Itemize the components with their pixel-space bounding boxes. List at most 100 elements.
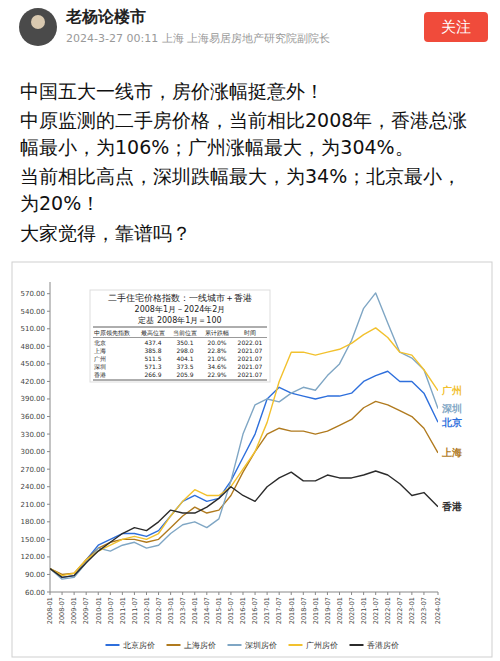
y-tick-label: 60.00 xyxy=(25,589,45,597)
x-tick-label: 2016-01 xyxy=(239,597,247,624)
table-cell: 2021.07 xyxy=(238,371,263,378)
legend-label: 北京房价 xyxy=(123,641,155,650)
legend-swatch xyxy=(228,644,242,646)
table-cell: 2021.07 xyxy=(238,363,263,370)
x-tick-label: 2015-01 xyxy=(215,597,223,624)
y-tick xyxy=(47,434,50,435)
y-tick-label: 510.00 xyxy=(21,325,46,333)
x-tick-label: 2015-07 xyxy=(227,597,235,624)
x-tick-label: 2008-01 xyxy=(46,597,54,624)
y-tick-label: 180.00 xyxy=(21,518,46,526)
table-cell: 2021.07 xyxy=(238,355,263,362)
legend-swatch xyxy=(350,644,364,646)
table-cell: 北京 xyxy=(94,339,106,346)
legend-label: 上海房价 xyxy=(184,641,216,650)
x-tick-label: 2021-07 xyxy=(372,597,380,624)
x-tick xyxy=(303,592,304,595)
series-line xyxy=(50,293,438,579)
post-line: 幅最小，为106%；广州涨幅最大，为304%。 xyxy=(20,136,414,158)
author: 老杨论楼市 xyxy=(65,7,146,26)
post-line: 大家觉得，靠谱吗？ xyxy=(20,222,191,244)
y-tick-label: 210.00 xyxy=(21,501,46,509)
table-header: 累计跌幅 xyxy=(205,329,229,336)
table-rule xyxy=(93,337,267,338)
table-cell: 20.0% xyxy=(207,339,226,346)
y-tick-label: 120.00 xyxy=(21,553,46,561)
end-label: 广州 xyxy=(441,385,462,396)
x-tick-label: 2011-01 xyxy=(119,597,127,624)
x-tick-label: 2019-01 xyxy=(312,597,320,624)
title-box xyxy=(90,290,270,382)
post-line: 为20%！ xyxy=(20,192,100,214)
y-tick-label: 540.00 xyxy=(21,308,46,316)
y-tick xyxy=(47,521,50,522)
table-cell: 404.1 xyxy=(176,355,193,362)
table-cell: 571.3 xyxy=(144,363,161,370)
x-tick-label: 2009-07 xyxy=(82,597,90,624)
y-tick xyxy=(47,416,50,417)
table-cell: 373.5 xyxy=(176,363,193,370)
x-tick-label: 2020-01 xyxy=(336,597,344,624)
x-tick-label: 2012-07 xyxy=(155,597,163,624)
y-tick xyxy=(47,556,50,557)
x-tick-label: 2014-07 xyxy=(203,597,211,624)
table-cell: 205.9 xyxy=(176,371,193,378)
table-cell: 深圳 xyxy=(94,363,106,370)
y-tick-label: 240.00 xyxy=(21,483,46,491)
end-label: 上海 xyxy=(441,447,462,458)
x-tick xyxy=(98,592,99,595)
x-tick-label: 2017-01 xyxy=(263,597,271,624)
x-tick-label: 2019-07 xyxy=(324,597,332,624)
plot-lines xyxy=(50,293,438,579)
post-line: 中国五大一线市，房价涨幅挺意外！ xyxy=(20,80,324,102)
end-label: 香港 xyxy=(441,501,463,512)
x-tick xyxy=(146,592,147,595)
x-tick-label: 2011-07 xyxy=(131,597,139,624)
x-tick xyxy=(423,592,424,595)
x-tick xyxy=(62,592,63,595)
end-label: 北京 xyxy=(441,417,462,428)
x-tick xyxy=(158,592,159,595)
page: 老杨论楼市2024-3-27 00:11 上海 上海易居房地产研究院副院长关注中… xyxy=(0,0,500,661)
table-header: 当前位置 xyxy=(173,329,197,336)
follow-label[interactable]: 关注 xyxy=(441,18,471,36)
legend-label: 香港房价 xyxy=(367,641,399,650)
x-tick xyxy=(279,592,280,595)
x-tick xyxy=(327,592,328,595)
table-cell: 511.5 xyxy=(144,355,161,362)
table-header: 时间 xyxy=(244,329,256,336)
y-tick xyxy=(47,311,50,312)
x-tick xyxy=(363,592,364,595)
table-cell: 266.9 xyxy=(144,371,161,378)
x-axis xyxy=(50,592,438,593)
table-cell: 2021.07 xyxy=(238,347,263,354)
x-tick xyxy=(399,592,400,595)
table-cell: 2022.01 xyxy=(238,339,263,346)
x-tick xyxy=(206,592,207,595)
y-tick xyxy=(47,381,50,382)
table-cell: 上海 xyxy=(94,347,106,354)
x-tick-label: 2022-07 xyxy=(396,597,404,624)
y-tick xyxy=(47,504,50,505)
follow-button[interactable] xyxy=(424,12,488,42)
x-tick-label: 2013-01 xyxy=(167,597,175,624)
x-tick xyxy=(86,592,87,595)
x-tick xyxy=(291,592,292,595)
x-tick xyxy=(411,592,412,595)
table-rule xyxy=(93,380,267,381)
x-tick xyxy=(218,592,219,595)
y-tick-label: 360.00 xyxy=(21,413,46,421)
table-cell: 34.6% xyxy=(207,363,226,370)
y-tick xyxy=(47,486,50,487)
y-tick xyxy=(47,398,50,399)
x-tick xyxy=(267,592,268,595)
x-tick xyxy=(375,592,376,595)
legend-swatch xyxy=(289,644,303,646)
y-tick-label: 150.00 xyxy=(21,536,46,544)
y-tick xyxy=(47,469,50,470)
x-tick-label: 2010-07 xyxy=(107,597,115,624)
x-tick xyxy=(351,592,352,595)
table-rule xyxy=(93,327,267,328)
chart-frame xyxy=(12,262,492,657)
y-tick xyxy=(47,574,50,575)
